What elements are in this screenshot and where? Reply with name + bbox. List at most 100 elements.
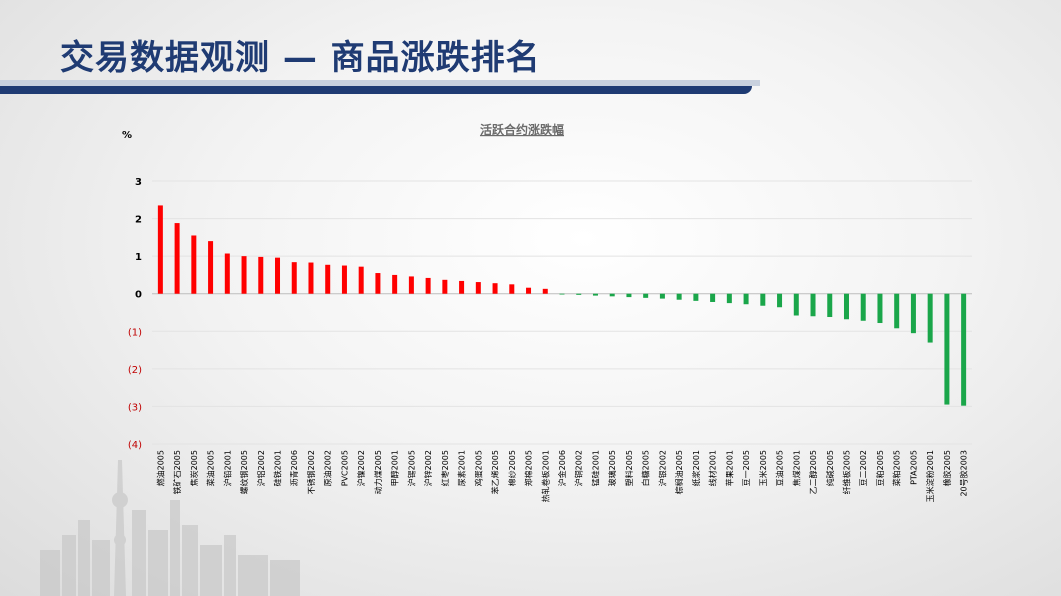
x-tick-label: 锰硅2001 (590, 450, 600, 486)
x-tick-label: 线材2001 (708, 450, 718, 486)
bar (358, 266, 364, 294)
bar (341, 265, 347, 294)
grid-lines (152, 180, 972, 445)
y-tick-label: 3 (135, 177, 142, 188)
slide-title: 交易数据观测 — 商品涨跌排名 (60, 38, 541, 78)
bar (191, 235, 197, 294)
x-tick-label: 热轧卷板2001 (540, 450, 550, 502)
bar (626, 293, 632, 298)
y-tick-label: (2) (128, 365, 142, 376)
y-tick-label: (1) (128, 327, 142, 338)
x-tick-label: 棉纱2005 (507, 450, 517, 486)
bar (894, 293, 900, 329)
x-tick-label: 铁矿石2005 (172, 450, 182, 494)
x-tick-label: PTA2005 (909, 450, 918, 485)
bar (827, 293, 833, 318)
bar (676, 293, 682, 300)
x-tick-label: 焦煤2001 (791, 450, 801, 486)
bar (425, 277, 431, 294)
y-tick-label: 2 (135, 215, 142, 226)
bar (559, 293, 565, 295)
x-tick-label: 螺纹钢2005 (239, 450, 249, 494)
bar (659, 293, 665, 299)
bar (475, 282, 481, 294)
x-tick-label: 玉米2005 (758, 450, 768, 486)
bar (877, 293, 883, 324)
bar (726, 293, 732, 304)
bar (592, 293, 598, 296)
bar (793, 293, 799, 316)
x-tick-label: 苯乙烯2005 (490, 450, 500, 494)
x-tick-label: 沪金2006 (557, 450, 567, 486)
title-underline-bar (0, 86, 752, 94)
bar (810, 293, 816, 317)
x-tick-label: 沪铜2002 (574, 450, 584, 486)
x-tick-label: 豆二2002 (859, 450, 868, 486)
bar (576, 293, 582, 295)
x-tick-label: 燃油2005 (155, 450, 165, 486)
bar (157, 205, 163, 294)
x-tick-label: 玻璃2005 (607, 450, 617, 486)
x-tick-label: 豆一2005 (742, 450, 751, 486)
x-tick-label: 不锈钢2002 (306, 450, 316, 494)
bar (910, 293, 916, 334)
x-tick-label: 红枣2005 (440, 450, 450, 486)
bar (275, 257, 281, 294)
bar (325, 264, 331, 294)
x-tick-label: 沪锡2005 (406, 450, 416, 486)
bar (174, 223, 180, 294)
x-tick-label: 焦炭2005 (189, 450, 199, 486)
x-tick-label: 纸浆2001 (691, 450, 701, 486)
bar (843, 293, 849, 320)
bar (944, 293, 950, 405)
x-axis-ticks: 燃油2005 铁矿石2005 焦炭2005 菜油2005 沪铅2001 螺纹钢2005 沪铝… (155, 450, 968, 502)
x-tick-label: 塑料2005 (624, 450, 634, 486)
bar (693, 293, 699, 301)
x-tick-label: 苹果2001 (724, 450, 734, 486)
bar (208, 241, 214, 294)
bar (442, 279, 448, 294)
x-tick-label: 橡胶2005 (942, 450, 952, 486)
bar (241, 256, 247, 294)
x-tick-label: 沪银2002 (657, 450, 667, 486)
bars (157, 205, 967, 406)
x-tick-label: 沪铝2002 (256, 450, 266, 486)
title-underline-light (0, 80, 760, 86)
x-tick-label: 20号胶2003 (959, 450, 969, 497)
x-tick-label: PVC2005 (340, 450, 349, 486)
chart-title: 活跃合约涨跌幅 (480, 122, 564, 137)
bar (258, 256, 264, 294)
x-tick-label: 沪镍2002 (356, 450, 366, 486)
bar (777, 293, 783, 308)
bar (509, 284, 515, 294)
x-tick-label: 郑棉2005 (524, 450, 534, 486)
y-axis-unit-label: % (122, 130, 132, 141)
bar (224, 253, 230, 294)
bar (308, 262, 314, 294)
bar (408, 276, 414, 294)
y-tick-label: (3) (128, 402, 142, 413)
bar (542, 288, 548, 294)
x-tick-label: 沥青2006 (289, 450, 299, 486)
bar (392, 274, 398, 294)
x-tick-label: 棕榈油2005 (674, 450, 684, 494)
city-skyline-decoration (40, 460, 300, 596)
bar (375, 273, 381, 294)
bar (291, 262, 297, 294)
bar (927, 293, 933, 343)
bar (609, 293, 615, 297)
bar (710, 293, 716, 302)
x-tick-label: 纤维板2005 (841, 450, 851, 494)
x-tick-label: 尿素2001 (457, 450, 467, 486)
bar (743, 293, 749, 305)
x-tick-label: 白糖2005 (641, 450, 651, 486)
x-tick-label: 原油2002 (323, 450, 333, 486)
x-tick-label: 鸡蛋2005 (473, 450, 483, 486)
y-tick-label: 0 (135, 290, 142, 301)
bar (760, 293, 766, 306)
x-tick-label: 硅铁2001 (273, 450, 283, 486)
y-tick-label: 1 (135, 252, 142, 263)
x-tick-label: 菜粕2005 (892, 450, 902, 486)
